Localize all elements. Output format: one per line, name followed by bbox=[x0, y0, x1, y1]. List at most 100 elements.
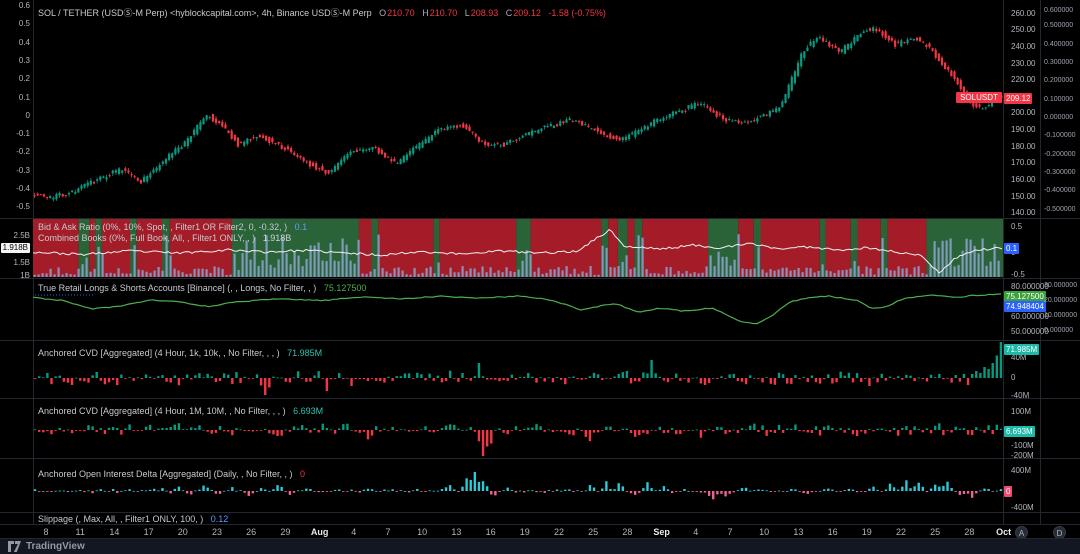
pane-separator[interactable] bbox=[0, 340, 1080, 341]
bottom-bar: TradingView bbox=[0, 538, 1080, 554]
price-tick: -0.300000 bbox=[1044, 169, 1076, 176]
last-price-symbol-tag: SOLUSDT bbox=[956, 92, 1002, 103]
bidask-indicator-title[interactable]: Bid & Ask Ratio (0%, 10%, Spot, , Filter… bbox=[38, 222, 288, 232]
price-tick: 60.000000 bbox=[1011, 312, 1049, 321]
price-tick: -0.100000 bbox=[1044, 132, 1076, 139]
time-tick: 7 bbox=[727, 527, 733, 537]
price-tick: -0.200000 bbox=[1044, 151, 1076, 158]
pane-separator[interactable] bbox=[0, 218, 1080, 219]
time-tick: 20 bbox=[177, 527, 188, 537]
pane-separator[interactable] bbox=[0, 458, 1080, 459]
cvd1-indicator-value: 71.985M bbox=[287, 348, 323, 358]
time-tick: 10 bbox=[417, 527, 428, 537]
slippage-indicator-value: 0.12 bbox=[210, 514, 229, 524]
time-tick: 19 bbox=[519, 527, 530, 537]
oi-indicator-title[interactable]: Anchored Open Interest Delta [Aggregated… bbox=[38, 469, 293, 479]
price-tick: 230.00 bbox=[1011, 59, 1036, 68]
price-label: 0.1 bbox=[1004, 242, 1020, 254]
scale-a-button[interactable]: A bbox=[1015, 525, 1028, 539]
right-price-scale-d[interactable]: 0.600000 0.500000 0.400000 0.300000 0.200000… bbox=[1040, 0, 1080, 524]
time-tick: 22 bbox=[553, 527, 565, 537]
price-tick: 0.100000 bbox=[1044, 96, 1074, 103]
price-tick: 160.00 bbox=[1011, 175, 1036, 184]
price-tick: 0.4 bbox=[18, 38, 30, 47]
price-tick: 140.00 bbox=[1011, 208, 1036, 217]
time-tick: 4 bbox=[351, 527, 357, 537]
ohlc-open-label: O bbox=[379, 8, 387, 18]
price-tick: 200.00 bbox=[1011, 108, 1036, 117]
right-scale-border bbox=[1003, 0, 1004, 538]
price-tick: 2.5B bbox=[13, 231, 30, 240]
cvd2-indicator-value: 6.693M bbox=[293, 406, 324, 416]
time-tick: Aug bbox=[310, 527, 329, 537]
time-tick: 14 bbox=[109, 527, 120, 537]
time-tick: 11 bbox=[75, 527, 85, 537]
time-tick: Oct bbox=[996, 527, 1012, 537]
time-tick: 7 bbox=[385, 527, 391, 537]
price-tick: -0.2 bbox=[16, 147, 30, 156]
price-tick: 0.000000 bbox=[1044, 114, 1074, 121]
scale-d-button[interactable]: D bbox=[1053, 525, 1066, 539]
price-tick: 100M bbox=[1011, 407, 1032, 416]
price-tick: 0.500000 bbox=[1044, 22, 1074, 29]
price-tick: 20.000000 bbox=[1044, 297, 1078, 304]
price-tick: 1.5B bbox=[13, 258, 30, 267]
price-label: 75.127500 bbox=[1004, 290, 1046, 302]
cvd1-indicator-title[interactable]: Anchored CVD [Aggregated] (4 Hour, 1k, 1… bbox=[38, 348, 280, 358]
books-indicator-title[interactable]: Combined Books (0%, Full Book, All, , Fi… bbox=[38, 233, 256, 243]
price-tick: 170.00 bbox=[1011, 158, 1036, 167]
price-tick: 0.2 bbox=[18, 74, 30, 83]
slippage-legend-row: Slippage (, Max, All, , Filter1 ONLY, 10… bbox=[38, 514, 228, 524]
price-tick: 0.400000 bbox=[1044, 41, 1074, 48]
right-price-scale-a[interactable]: 260.00 250.00 240.00 230.00 220.00 200.00 190.… bbox=[1003, 0, 1049, 524]
symbol-title[interactable]: SOL / TETHER (USDⓈ-M Perp) <hyblockcapit… bbox=[38, 8, 372, 18]
books-indicator-value: 1.918B bbox=[262, 233, 292, 243]
right-scale2-border bbox=[1040, 0, 1041, 538]
pane-separator[interactable] bbox=[0, 512, 1080, 513]
books-legend-row: Combined Books (0%, Full Book, All, , Fi… bbox=[38, 233, 291, 243]
price-tick: 0 bbox=[25, 111, 30, 120]
cvd2-indicator-title[interactable]: Anchored CVD [Aggregated] (4 Hour, 1M, 1… bbox=[38, 406, 286, 416]
price-tick: 250.00 bbox=[1011, 25, 1036, 34]
retail-indicator-title[interactable]: True Retail Longs & Shorts Accounts [Bin… bbox=[38, 283, 317, 293]
time-tick: 8 bbox=[43, 527, 49, 537]
price-tick: 80.000000 bbox=[1011, 282, 1049, 291]
price-tick: 50.000000 bbox=[1011, 327, 1049, 336]
chart-plot-area[interactable] bbox=[33, 0, 1003, 524]
price-tick: 220.00 bbox=[1011, 75, 1036, 84]
price-tick: 0.5 bbox=[1011, 222, 1023, 231]
slippage-indicator-title[interactable]: Slippage (, Max, All, , Filter1 ONLY, 10… bbox=[38, 514, 204, 524]
ohlc-high-value: 210.70 bbox=[429, 8, 458, 18]
time-axis[interactable]: A D 8 11 14 17 20 23 26 29 Aug 4 7 10 13 16 19 22 25 28 Se… bbox=[0, 525, 1080, 539]
ohlc-high-label: H bbox=[422, 8, 429, 18]
left-price-scale[interactable]: 0.6 0.5 0.4 0.3 0.2 0.1 0 -0.1 -0.2 -0.3 -0.4 -0.5 2… bbox=[0, 0, 33, 524]
price-tick: 150.00 bbox=[1011, 192, 1036, 201]
price-tick: 400M bbox=[1011, 466, 1032, 475]
time-tick: 22 bbox=[895, 527, 907, 537]
price-tick: 40M bbox=[1011, 353, 1027, 362]
tradingview-logo[interactable]: TradingView bbox=[8, 541, 85, 552]
price-tick: 190.00 bbox=[1011, 125, 1036, 134]
price-tick: 260.00 bbox=[1011, 9, 1036, 18]
time-tick: 26 bbox=[246, 527, 257, 537]
time-tick: 28 bbox=[622, 527, 633, 537]
pane-separator[interactable] bbox=[0, 278, 1080, 279]
price-tick: 180.00 bbox=[1011, 142, 1036, 151]
price-tick: 1.918B bbox=[0, 243, 30, 253]
price-tick: -200M bbox=[1011, 451, 1034, 460]
price-tick: -0.500000 bbox=[1044, 206, 1076, 213]
price-tick: 0.300000 bbox=[1044, 59, 1074, 66]
change-value: -1.58 (-0.75%) bbox=[548, 8, 606, 18]
price-tick: 0.6 bbox=[18, 1, 30, 10]
bidask-indicator-value: 0.1 bbox=[294, 222, 308, 232]
price-tick: -0.4 bbox=[16, 184, 30, 193]
main-legend-row: SOL / TETHER (USDⓈ-M Perp) <hyblockcapit… bbox=[38, 8, 606, 18]
time-tick: 16 bbox=[827, 527, 838, 537]
ohlc-open-value: 210.70 bbox=[387, 8, 415, 18]
price-tick: -0.1 bbox=[16, 129, 30, 138]
pane-separator[interactable] bbox=[0, 398, 1080, 399]
oi-legend-row: Anchored Open Interest Delta [Aggregated… bbox=[38, 469, 305, 479]
price-tick: 0.5 bbox=[18, 19, 30, 28]
price-label: 0 bbox=[1004, 485, 1013, 497]
